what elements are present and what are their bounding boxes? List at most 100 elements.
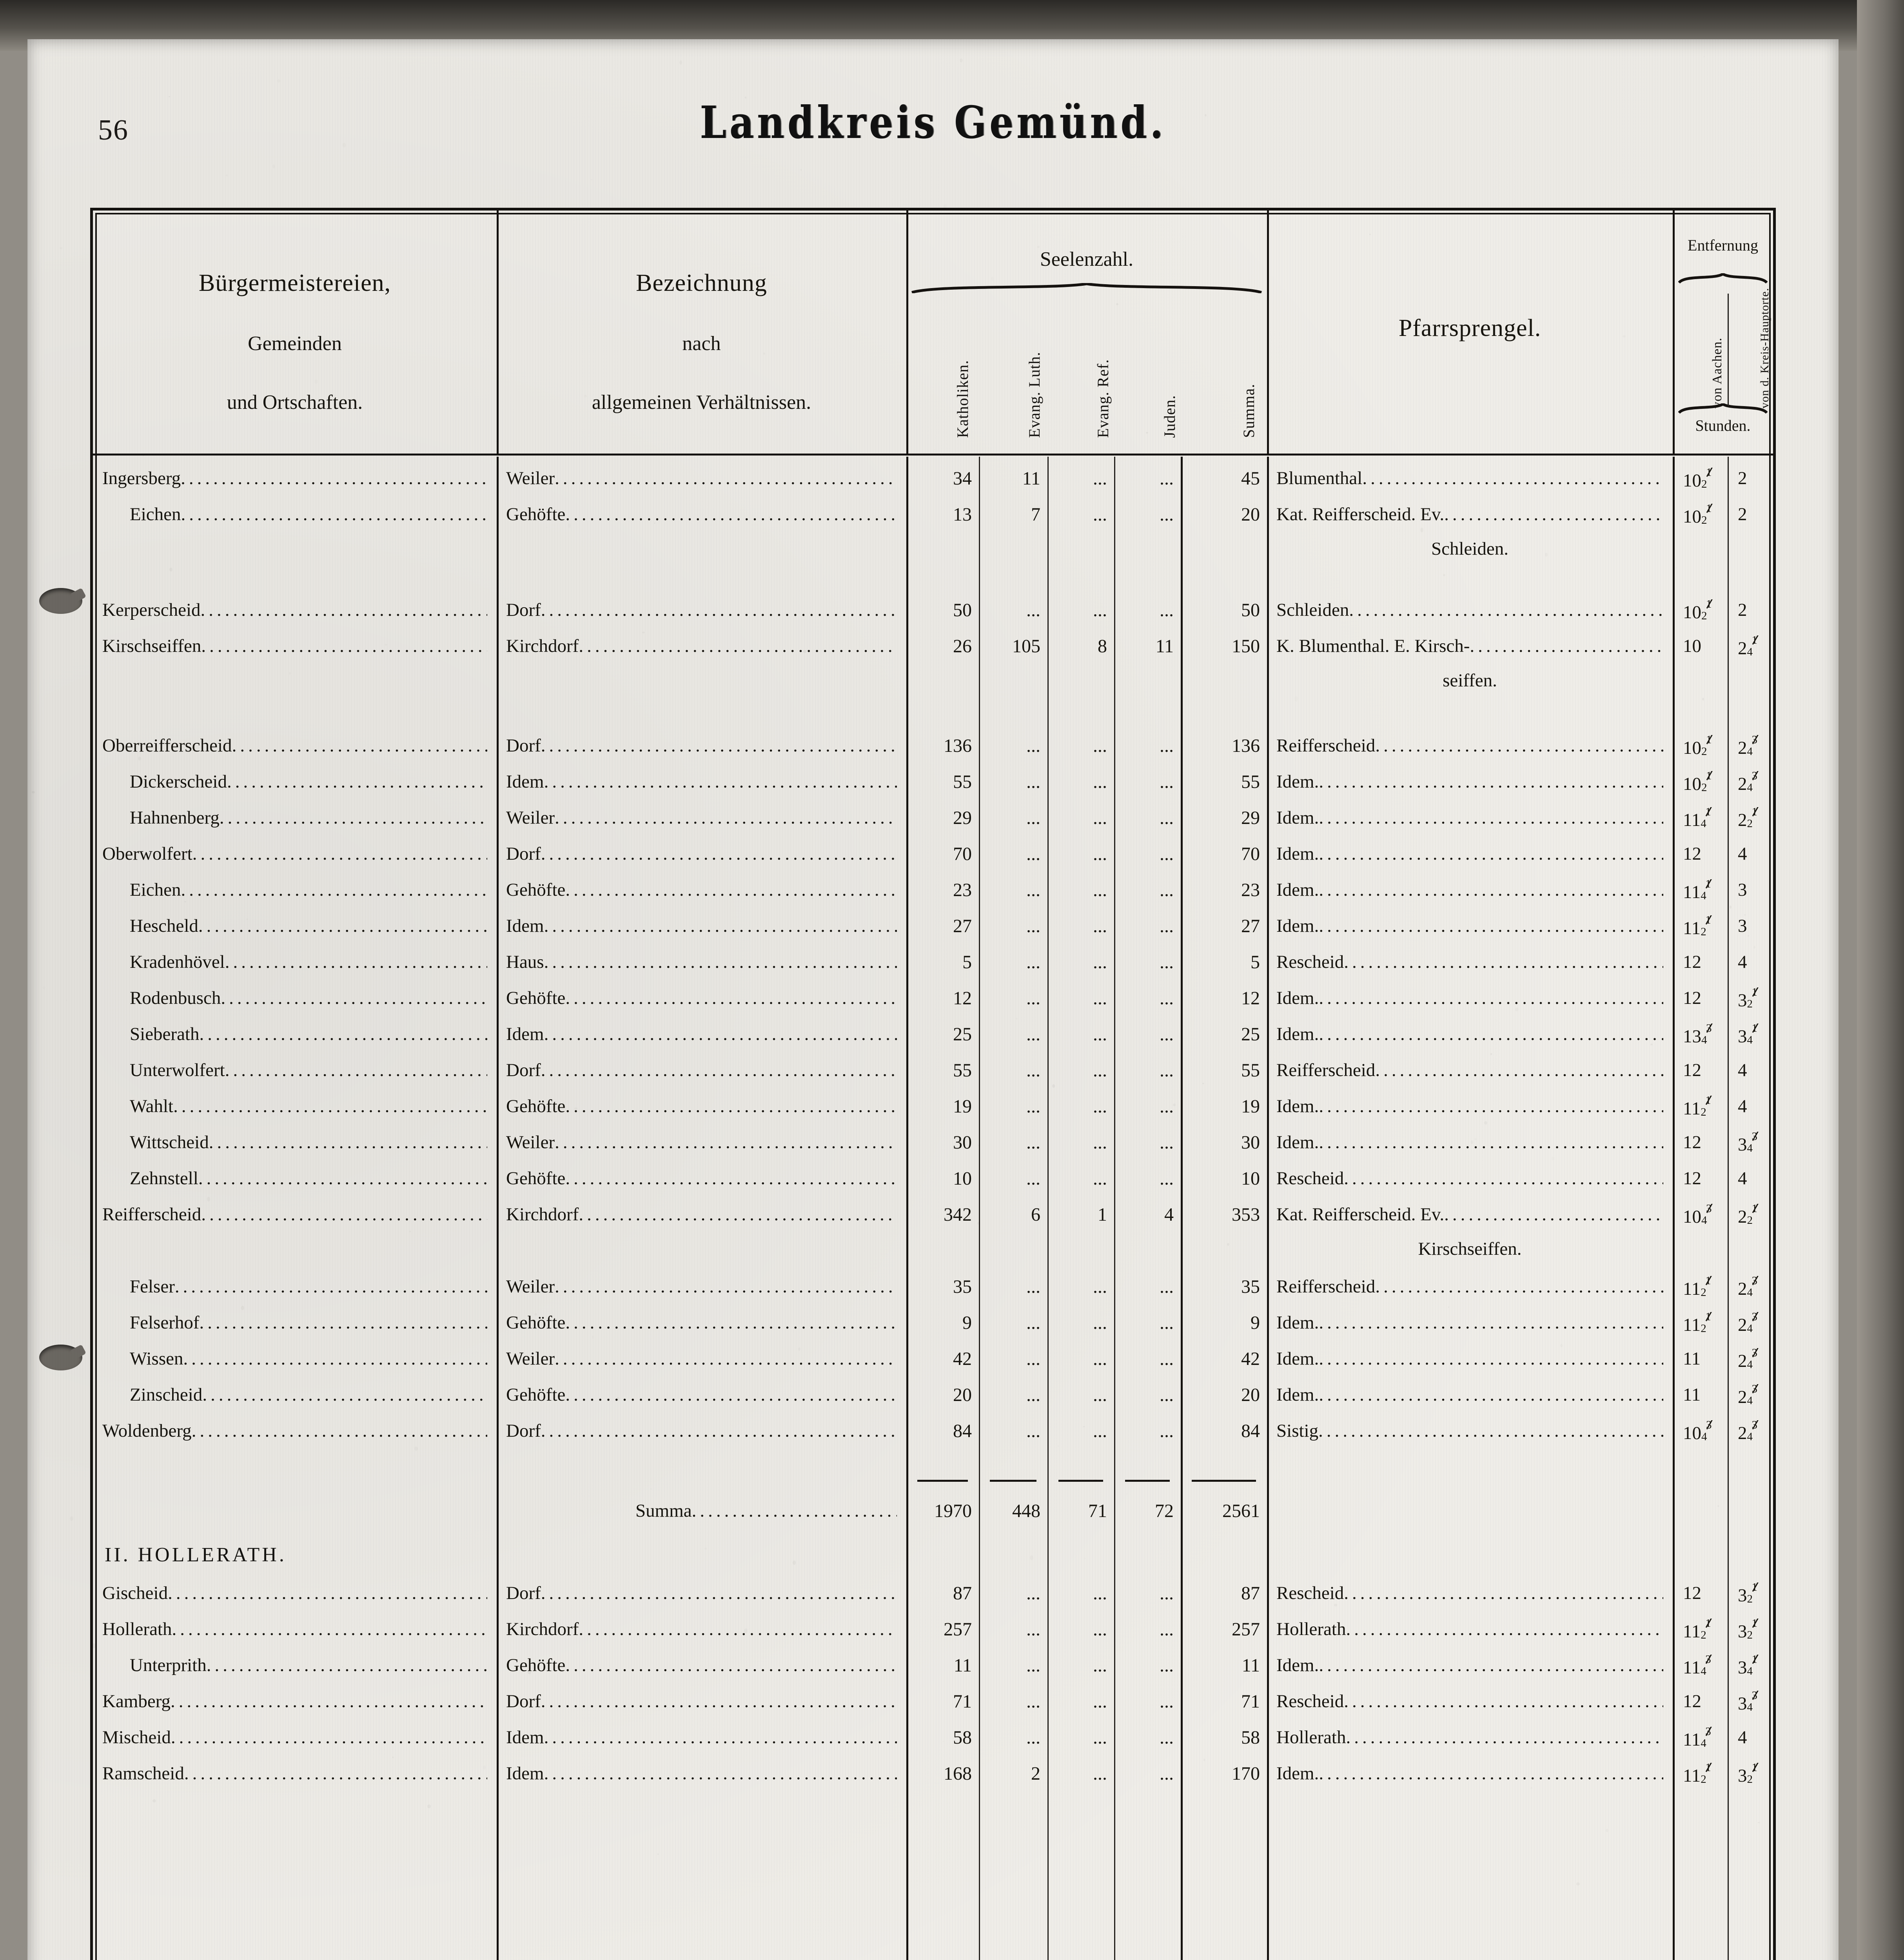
row-parish: Blumenthal..............................… [1276,468,1663,489]
scan-speckle [1552,1156,1554,1160]
row-juden: ... [1114,1096,1179,1117]
row-dist-aachen: 10 1 2 [1683,771,1726,795]
scan-speckle [1515,1007,1518,1011]
leader-dots: ........................................… [201,636,487,656]
row2-dist-aachen: 11 3 4 [1683,1727,1726,1750]
row2-dist-kreis: 312 [1738,1763,1772,1786]
leader-dots: ........................................… [1319,988,1663,1008]
scan-speckle [1084,1558,1086,1559]
scan-speckle [1094,1479,1097,1481]
row-kind-text: Weiler [506,468,555,488]
row2-kind: Kirchdorf...............................… [506,1619,897,1640]
row2-evang-luth: ... [979,1727,1046,1748]
column-rule [1728,294,1729,407]
row-place: Zehnstell...............................… [130,1168,487,1189]
scan-speckle [70,1516,73,1521]
row-kind: Dorf....................................… [506,1060,897,1081]
row2-evang-ref: ... [1047,1727,1113,1748]
row2-parish: Hollerath...............................… [1276,1619,1663,1640]
row-dist-aachen: 12 [1683,1132,1726,1153]
row-summa: 50 [1181,599,1265,621]
row-kind-text: Gehöfte [506,1096,565,1116]
row-dist-aachen: 12 [1683,1060,1726,1081]
row-juden: ... [1114,599,1179,621]
leader-dots: ........................................… [565,1168,897,1189]
row-kind: Weiler..................................… [506,1132,897,1153]
row-kind: Gehöfte.................................… [506,1168,897,1189]
scan-speckle [1083,286,1085,289]
row-katholiken: 50 [906,599,977,621]
row2-parish: Rescheid................................… [1276,1691,1663,1712]
row-evang-ref: ... [1047,1312,1113,1334]
scan-speckle [314,379,318,384]
row-juden: ... [1114,504,1179,525]
row-place: Felser..................................… [130,1276,487,1297]
row-dist-kreis: 234 [1738,1348,1772,1372]
scan-speckle [679,60,682,65]
row-dist-kreis: 2 [1738,504,1772,525]
row-kind: Idem....................................… [506,771,897,792]
leader-dots: ........................................… [232,735,487,756]
leader-dots: ........................................… [1444,504,1663,524]
row-kind-text: Gehöfte [506,504,565,524]
leader-dots: ........................................… [175,1276,487,1297]
header-ortschaften: und Ortschaften. [93,391,497,414]
row-parish-text: Idem. [1276,1312,1319,1333]
scan-speckle [1702,698,1704,701]
scan-speckle [591,179,593,181]
row-dist-kreis: 4 [1738,951,1772,973]
column-rule [1728,457,1729,1960]
scan-speckle [241,1306,244,1310]
row-place-text: Woldenberg [102,1421,192,1441]
row-parish-text: Idem. [1276,916,1319,936]
row-summa: 5 [1181,951,1265,973]
row-parish: Reifferscheid...........................… [1276,1060,1663,1081]
row-kind: Weiler..................................… [506,807,897,828]
header-buergermeistereien: Bürgermeistereien, [93,269,497,297]
row2-place: Kamberg.................................… [102,1691,487,1712]
row2-place-text: Unterprith [130,1655,207,1675]
row-evang-ref: ... [1047,468,1113,489]
row2-evang-luth: ... [979,1619,1046,1640]
row-dist-aachen: 12 [1683,951,1726,973]
row-place: Zinscheid...............................… [130,1384,487,1405]
row-katholiken: 55 [906,1060,977,1081]
row-parish-cont: Kirschseiffen. [1267,1238,1673,1259]
row-dist-aachen: 12 [1683,987,1726,1009]
row-parish: Reifferscheid...........................… [1276,735,1663,756]
scan-speckle [392,1757,394,1758]
row-place: Rodenbusch..............................… [130,987,487,1009]
row2-parish: Hollerath...............................… [1276,1727,1663,1748]
row-katholiken: 27 [906,915,977,937]
row-dist-aachen: 11 1 2 [1683,1276,1726,1299]
row2-juden: ... [1114,1619,1179,1640]
row-place: Wissen..................................… [130,1348,487,1369]
scan-speckle [650,1488,652,1490]
row-summa: 20 [1181,504,1265,525]
row-evang-luth: ... [979,1060,1046,1081]
row-parish-text: Idem. [1276,844,1319,864]
row-evang-luth: ... [979,987,1046,1009]
row-evang-ref: ... [1047,771,1113,793]
leader-dots: ........................................… [192,1421,487,1441]
row-parish-text: Reifferscheid [1276,1276,1375,1297]
row-juden: ... [1114,1276,1179,1298]
leader-dots: ........................................… [565,1312,897,1333]
leader-dots: ........................................… [555,808,897,828]
scan-speckle [944,204,946,209]
leader-dots: ........................................… [172,1619,488,1639]
scan-speckle [1369,234,1371,235]
row-summa: 27 [1181,915,1265,937]
row-kind-text: Dorf [506,735,541,756]
scan-speckle [1606,1829,1608,1832]
leader-dots: ........................................… [198,1168,487,1189]
scan-speckle [991,277,994,281]
row-place: Eichen..................................… [130,504,487,525]
header-stunden: Stunden. [1673,416,1773,435]
row-dist-kreis: 234 [1738,1312,1772,1336]
row-kind-text: Weiler [506,1276,555,1297]
row2-dist-kreis: 4 [1738,1727,1772,1748]
row2-place: Gischeid................................… [102,1583,487,1604]
row-parish: Idem....................................… [1276,987,1663,1009]
row-parish: Sistig..................................… [1276,1420,1663,1441]
